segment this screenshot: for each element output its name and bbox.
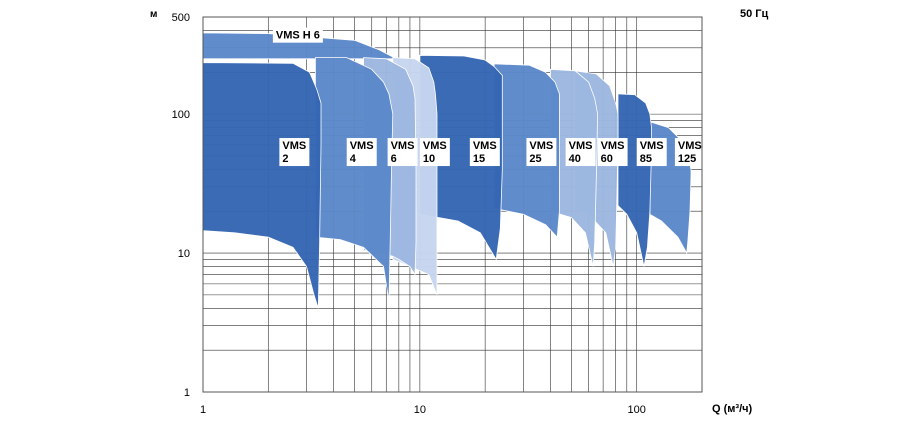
series-area-vms-85 xyxy=(617,93,652,267)
series-label-text: VMS H 6 xyxy=(276,30,320,42)
tick-labels: 1 10 100 1 10 100 500 xyxy=(172,12,646,416)
series-label-box xyxy=(272,27,323,43)
series-label-text: 25 xyxy=(529,153,541,165)
series-label-text: VMS xyxy=(569,140,593,152)
series-label-box xyxy=(279,138,310,167)
series-label-box xyxy=(469,138,500,167)
series-label-text: 60 xyxy=(601,153,613,165)
y-tick-label: 500 xyxy=(172,12,190,24)
series-label-box xyxy=(346,138,377,167)
series-label-text: VMS xyxy=(282,140,306,152)
series-label-text: VMS xyxy=(391,140,415,152)
series-label-text: 10 xyxy=(423,153,435,165)
y-tick-label: 1 xyxy=(184,387,190,399)
series-area-vms-2 xyxy=(202,62,322,309)
series-label-box xyxy=(636,138,667,167)
series-label-text: 85 xyxy=(640,153,652,165)
series-label-box xyxy=(387,138,418,167)
x-tick-label: 1 xyxy=(200,404,206,416)
series-areas xyxy=(202,32,692,309)
series-label-box xyxy=(419,138,450,167)
series-label-text: 125 xyxy=(678,153,696,165)
y-tick-label: 10 xyxy=(178,248,190,260)
plot-frame xyxy=(202,16,703,393)
series-label-text: VMS xyxy=(640,140,664,152)
series-label-box xyxy=(597,138,628,167)
series-label-text: 40 xyxy=(569,153,581,165)
x-tick-label: 100 xyxy=(628,404,646,416)
y-tick-label: 100 xyxy=(172,109,190,121)
series-label-box xyxy=(565,138,596,167)
series-label-text: 2 xyxy=(282,153,288,165)
series-label-text: VMS xyxy=(423,140,447,152)
x-tick-label: 10 xyxy=(414,404,426,416)
series-label-text: VMS xyxy=(473,140,497,152)
series-label-vms-h-6: VMS H 6 xyxy=(272,27,323,43)
frequency-label: 50 Гц xyxy=(740,8,769,20)
y-axis-label: м xyxy=(150,9,157,20)
series-label-text: VMS xyxy=(529,140,553,152)
series-label-box xyxy=(674,138,709,167)
series-label-text: VMS xyxy=(601,140,625,152)
series-area-vms-15 xyxy=(419,54,503,261)
series-label-text: 4 xyxy=(350,153,357,165)
x-axis-label: Q (м³/ч) xyxy=(712,403,753,415)
series-label-box xyxy=(526,138,557,167)
series-label-text: VMS xyxy=(678,140,702,152)
series-label-text: 15 xyxy=(473,153,485,165)
series-labels: VMS H 6VMS125VMS85VMS60VMS40VMS25VMS15VM… xyxy=(272,27,709,167)
series-area-vms-4 xyxy=(315,57,394,302)
series-label-text: VMS xyxy=(350,140,374,152)
series-label-text: 6 xyxy=(391,153,397,165)
series-area-vms-40 xyxy=(550,68,599,267)
